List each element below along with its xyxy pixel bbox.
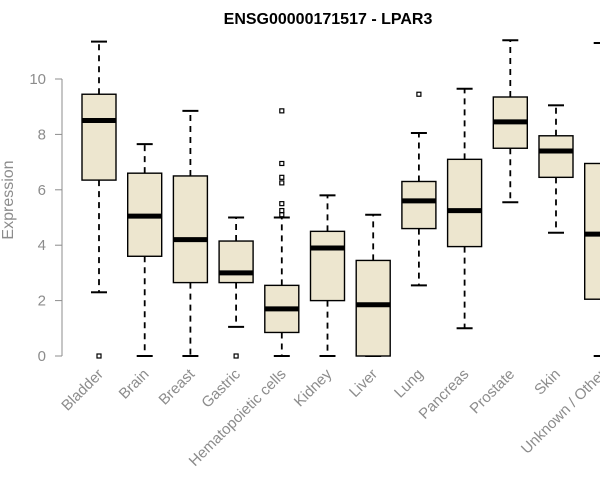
y-axis: 0 2 4 6 8 10 xyxy=(29,71,63,365)
iqr-box xyxy=(309,230,346,302)
iqr-box xyxy=(172,175,209,284)
x-tick-label: Gastric xyxy=(198,365,244,411)
outlier-point xyxy=(233,353,239,359)
outlier-point xyxy=(279,108,285,114)
box-lung xyxy=(401,91,437,287)
x-tick-label: Prostate xyxy=(467,366,519,418)
outlier-point xyxy=(279,160,285,167)
outlier-point xyxy=(96,353,102,359)
box-unknown-other xyxy=(584,41,600,357)
box-bladder xyxy=(81,40,117,359)
y-tick-label: 8 xyxy=(38,126,46,143)
box-gastric xyxy=(218,216,254,359)
outlier-point xyxy=(279,212,285,218)
iqr-box xyxy=(81,93,117,181)
x-tick-label: Lung xyxy=(391,366,427,402)
iqr-box xyxy=(401,180,437,230)
outlier-point xyxy=(279,174,285,180)
chart-title: ENSG00000171517 - LPAR3 xyxy=(224,11,433,28)
box-brain xyxy=(126,143,163,357)
y-tick-label: 2 xyxy=(38,293,46,310)
outlier-point xyxy=(279,180,285,186)
x-tick-label: Pancreas xyxy=(416,366,473,423)
y-tick-label: 10 xyxy=(29,71,46,88)
x-tick-label: Skin xyxy=(531,366,564,399)
x-tick-label: Breast xyxy=(156,365,199,408)
x-tick-label: Bladder xyxy=(58,366,107,415)
y-axis-label: Expression xyxy=(0,160,17,239)
x-tick-label: Brain xyxy=(116,366,153,403)
outlier-point xyxy=(279,207,285,214)
outlier-point xyxy=(279,201,285,207)
iqr-box xyxy=(355,259,391,357)
box-pancreas xyxy=(446,87,483,330)
x-tick-label: Liver xyxy=(346,366,381,401)
box-skin xyxy=(538,104,574,234)
box-kidney xyxy=(309,194,346,357)
box-breast xyxy=(172,109,209,357)
box-liver xyxy=(355,213,391,357)
y-tick-label: 4 xyxy=(38,237,46,254)
box-series xyxy=(81,39,600,359)
iqr-box xyxy=(446,158,483,248)
iqr-box xyxy=(584,162,600,300)
y-tick-label: 6 xyxy=(38,182,46,199)
y-tick-label: 0 xyxy=(38,348,46,365)
box-hematopoietic-cells xyxy=(264,108,300,357)
outlier-point xyxy=(416,91,422,97)
iqr-box xyxy=(218,240,254,284)
x-tick-label: Kidney xyxy=(291,365,336,410)
box-prostate xyxy=(492,39,528,204)
iqr-box xyxy=(538,135,574,179)
